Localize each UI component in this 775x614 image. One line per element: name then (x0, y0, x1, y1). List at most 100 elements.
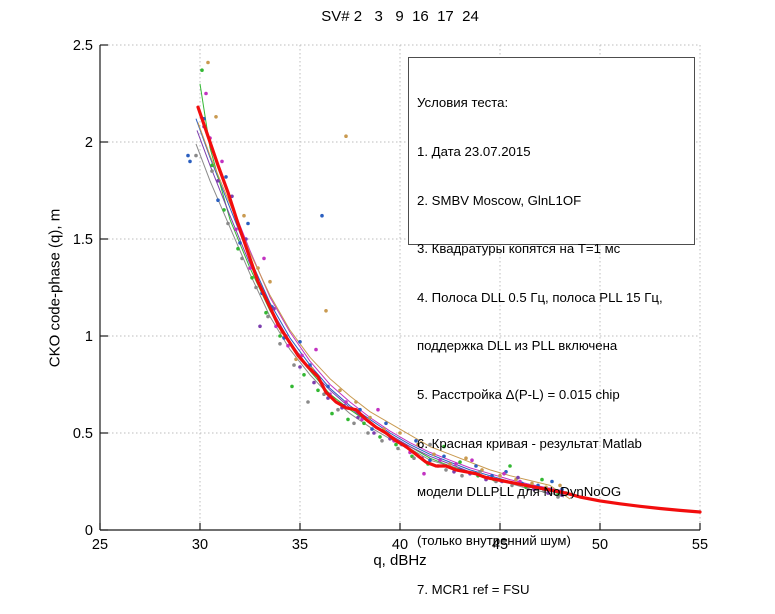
sv-24-point (356, 415, 360, 420)
x-tick-label: 30 (192, 537, 208, 553)
sv-9-point (204, 91, 208, 96)
sv-9-point (502, 471, 506, 476)
sv-2-point (490, 473, 494, 478)
sv-9-point (376, 407, 380, 412)
sv-3-point (210, 163, 214, 168)
x-tick-label: 25 (92, 537, 108, 553)
sv-24-point (312, 380, 316, 385)
x-tick-label: 40 (392, 537, 408, 553)
x-axis-label: q, dBHz (373, 552, 427, 569)
sv-3-point (330, 411, 334, 416)
sv-2-point (326, 384, 330, 389)
sv-17-point (460, 473, 464, 478)
x-tick-label: 50 (592, 537, 608, 553)
sv-16-point (416, 442, 420, 447)
sv-17-point (254, 285, 258, 290)
sv-3-point (250, 276, 254, 280)
sv-16-point (354, 400, 358, 404)
sv-17-point (336, 407, 340, 412)
annotation-line: модели DLLPLL для NoDynNoOG (417, 484, 622, 500)
y-tick-label: 2.5 (73, 38, 93, 54)
sv-3-point (540, 477, 544, 482)
sv-2-point (550, 479, 554, 484)
annotation-line: поддержка DLL из PLL включена (417, 338, 618, 354)
sv-3-point (346, 417, 350, 422)
sv-16-point (448, 462, 452, 466)
y-tick-label: 1.5 (73, 232, 93, 248)
sv-16-point (256, 266, 260, 270)
sv-16-point (432, 452, 436, 457)
sv-9-point (234, 227, 238, 232)
x-tick-label: 45 (492, 537, 508, 553)
sv-3-point (508, 464, 512, 468)
sv-2-point (298, 340, 302, 344)
annotation-line: 7. MCR1 ref = FSU (417, 581, 530, 597)
sv-17-point (396, 446, 400, 451)
sv-24-point (372, 431, 376, 435)
sv-9-point (300, 353, 304, 358)
sv-9-point (422, 471, 426, 476)
sv-3-point (290, 384, 294, 389)
sv-2-point (238, 241, 242, 245)
sv-9-point (438, 458, 442, 463)
sv-2-point (246, 221, 250, 226)
annotation-line: 6. Красная кривая - результат Matlab (417, 435, 642, 451)
y-tick-label: 1 (85, 329, 93, 345)
sv-2-point (428, 458, 432, 463)
sv-16-point (206, 60, 210, 65)
sv-16-point (294, 357, 298, 362)
y-tick-label: 2 (85, 135, 93, 151)
sv-24-point (298, 365, 302, 369)
sv-9-point (220, 159, 224, 164)
x-tick-label: 55 (692, 537, 708, 553)
sv-9-point (314, 347, 318, 352)
annotation-line: 2. SMBV Moscow, GlnL1OF (417, 192, 582, 208)
sv-17-point (428, 442, 432, 447)
sv-17-point (226, 221, 230, 226)
sv-3-point (458, 460, 462, 464)
annotation-line: 1. Дата 23.07.2015 (417, 144, 531, 160)
chart-title: SV# 2 3 9 16 17 24 (321, 8, 479, 25)
sv-17-point (556, 495, 560, 499)
sv-9-point (470, 458, 474, 463)
sv-17-point (266, 314, 270, 319)
sv-2-point (216, 198, 220, 202)
sv-16-point (498, 473, 502, 478)
sv-9-point (454, 462, 458, 466)
sv-17-point (292, 363, 296, 367)
sv-9-point (248, 266, 252, 270)
sv-16-point (242, 213, 246, 218)
sv-2-point (474, 464, 478, 468)
sv-17-point (526, 487, 530, 492)
y-tick-label: 0 (85, 523, 93, 539)
sv-9-point (262, 256, 266, 261)
sv-2-point (188, 159, 192, 164)
sv-24-point (258, 324, 262, 329)
sv-2-point (320, 213, 324, 218)
test-conditions-box: Условия теста: 1. Дата 23.07.2015 2. SMB… (408, 57, 695, 597)
sv-24-point (560, 493, 564, 497)
sv-17-point (366, 431, 370, 435)
sv-2-point (186, 153, 190, 158)
sv-9-fit-line (197, 108, 565, 492)
sv-17-point (278, 342, 282, 346)
sv-16-point (368, 415, 372, 420)
y-axis-label: CKO code-phase (q), m (46, 208, 64, 368)
sv-16-point (214, 115, 218, 119)
sv-3-point (264, 310, 268, 315)
sv-17-point (444, 468, 448, 472)
sv-3-point (302, 373, 306, 377)
sv-17-point (194, 153, 198, 158)
sv-3-point (378, 435, 382, 439)
sv-17-point (380, 439, 384, 443)
annotation-line: 3. Квадратуры копятся на T=1 мс (417, 241, 621, 257)
sv-3-point (394, 442, 398, 447)
sv-2-point (384, 421, 388, 426)
sv-17-point (210, 169, 214, 173)
sv-2-point (442, 454, 446, 459)
sv-16-point (344, 134, 348, 138)
sv-17-point (478, 470, 482, 474)
sv-17-point (412, 456, 416, 461)
sv-24-point (546, 491, 550, 495)
sv-2-point (414, 439, 418, 443)
